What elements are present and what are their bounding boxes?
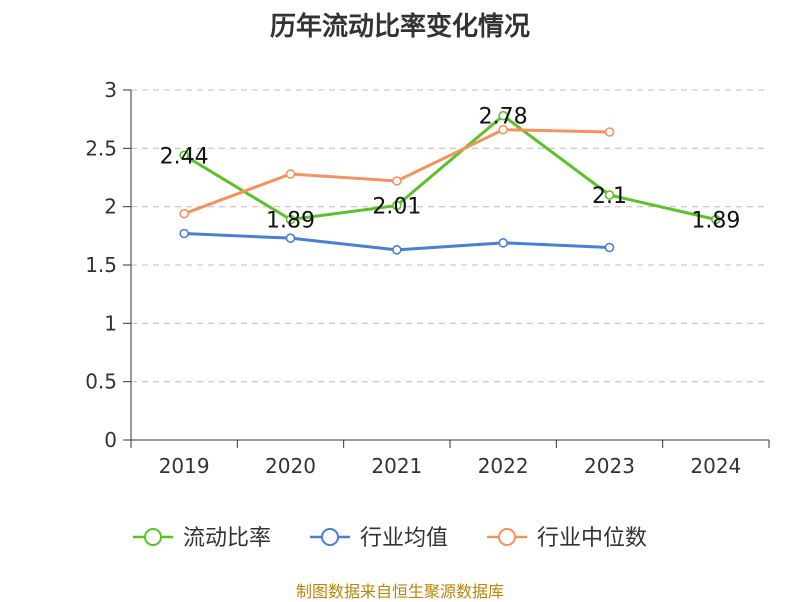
- data-point: [285, 233, 296, 243]
- y-tick-label: 0: [104, 428, 117, 452]
- data-point: [285, 169, 296, 179]
- data-label: 1.89: [266, 209, 315, 234]
- data-point: [498, 110, 508, 121]
- data-label: 2.78: [479, 105, 528, 130]
- data-point: [711, 214, 721, 225]
- legend-label: 行业中位数: [537, 526, 647, 551]
- y-tick-label: 2: [104, 195, 117, 219]
- y-tick-label: 0.5: [85, 370, 117, 394]
- data-point: [179, 150, 189, 161]
- y-tick-label: 1.5: [85, 253, 117, 277]
- y-tick-label: 2.5: [85, 136, 117, 160]
- legend-marker: [321, 528, 339, 546]
- data-label: 1.89: [691, 209, 740, 234]
- data-point: [604, 190, 615, 200]
- x-tick-label: 2021: [371, 454, 422, 478]
- legend-marker: [498, 528, 516, 546]
- data-point: [498, 238, 508, 248]
- data-point: [604, 242, 615, 253]
- data-point: [285, 214, 296, 225]
- chart-title: 历年流动比率变化情况: [269, 12, 530, 42]
- data-label: 2.44: [160, 144, 209, 169]
- data-label: 2.1: [592, 184, 627, 209]
- data-point: [392, 176, 402, 186]
- data-point: [392, 200, 402, 211]
- data-labels: 2.44 1.89 2.01 2.78 2.1 1.89: [160, 105, 741, 234]
- x-tick-label: 2023: [584, 454, 635, 478]
- data-point: [179, 228, 189, 239]
- legend[interactable]: 流动比率 行业均值 行业中位数: [133, 526, 647, 551]
- series-lines: [179, 110, 721, 255]
- x-tick-label: 2020: [265, 454, 316, 478]
- legend-label: 流动比率: [183, 526, 271, 551]
- x-tick-label: 2022: [478, 454, 529, 478]
- data-point: [604, 127, 615, 137]
- data-point: [498, 124, 508, 135]
- data-label: 2.01: [372, 195, 421, 220]
- legend-label: 行业均值: [360, 526, 448, 551]
- source-note: 制图数据来自恒生聚源数据库: [295, 582, 504, 601]
- data-point: [179, 208, 189, 219]
- data-point: [392, 245, 402, 255]
- y-tick-label: 3: [104, 78, 117, 102]
- series-line-0: [183, 114, 717, 221]
- legend-marker: [144, 528, 162, 546]
- x-tick-label: 2019: [159, 454, 210, 478]
- axes: 0 0.5 1 1.5 2 2.5 3 2019 2020 2021 2022 2023 2024: [85, 78, 770, 478]
- x-tick-label: 2024: [690, 454, 741, 478]
- y-tick-label: 1: [104, 311, 117, 335]
